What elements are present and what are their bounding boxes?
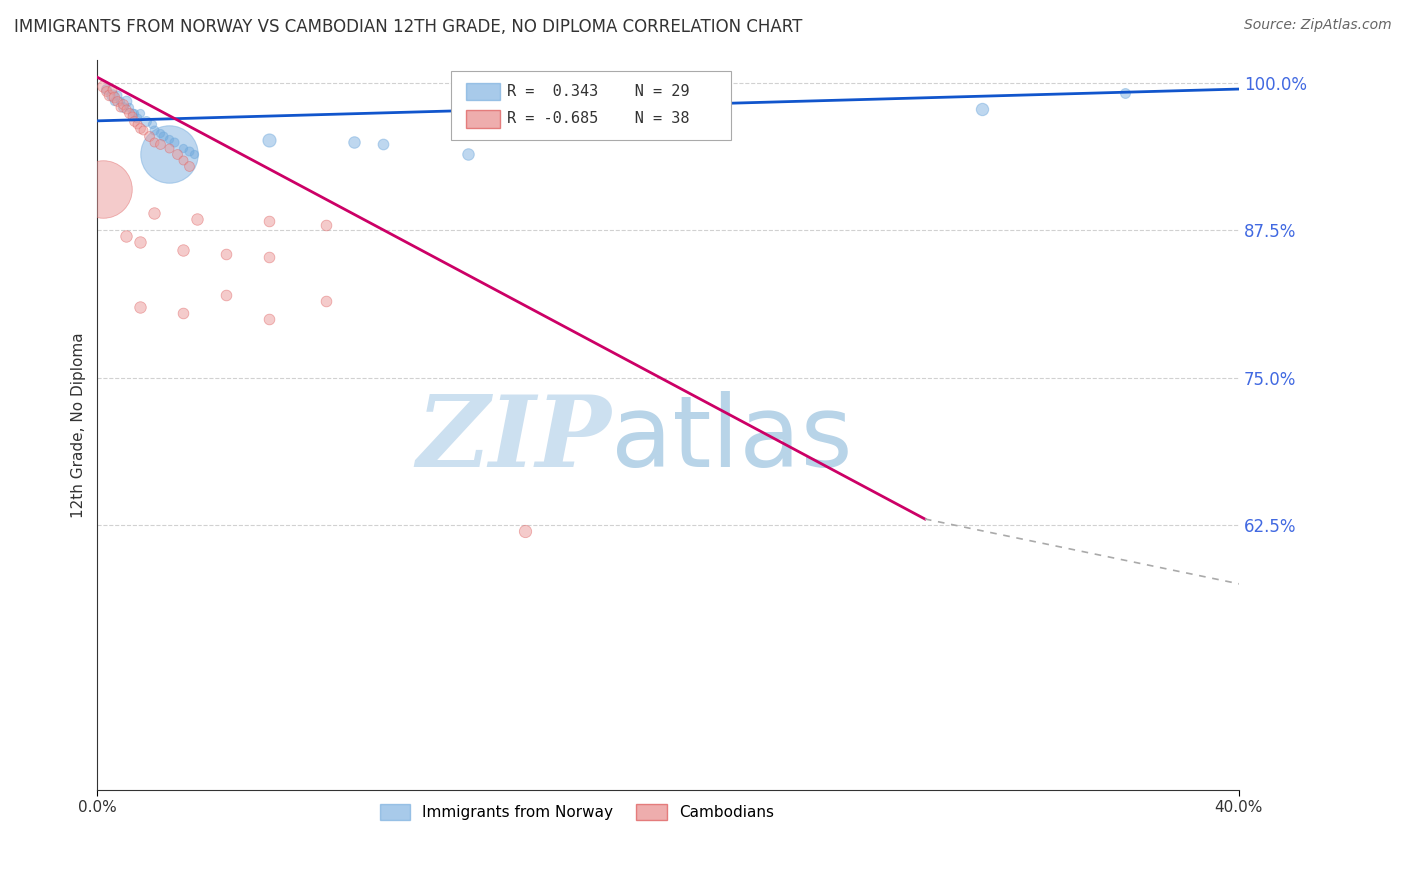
Point (315, 218, 337, 232)
Point (141, 117, 163, 131)
Point (257, 311, 280, 326)
Point (100, 87, 122, 102)
Point (172, 244, 194, 258)
Point (257, 251, 280, 265)
Point (149, 137, 172, 152)
Point (138, 129, 160, 144)
Point (135, 113, 157, 128)
Point (118, 100, 141, 114)
Text: atlas: atlas (612, 391, 852, 488)
FancyBboxPatch shape (465, 83, 501, 101)
FancyBboxPatch shape (451, 70, 731, 140)
Point (121, 105, 143, 120)
Y-axis label: 12th Grade, No Diploma: 12th Grade, No Diploma (72, 332, 86, 517)
Point (121, 109, 143, 123)
Point (97, 87, 120, 102)
Point (515, 524, 537, 538)
Point (132, 123, 155, 137)
Point (124, 113, 146, 128)
Point (91, 182, 114, 196)
Point (457, 146, 479, 161)
Text: R = -0.685    N = 38: R = -0.685 N = 38 (508, 112, 689, 127)
Point (103, 94, 125, 108)
Text: Source: ZipAtlas.com: Source: ZipAtlas.com (1244, 18, 1392, 32)
Point (157, 146, 180, 161)
Point (94, 84, 117, 98)
Point (108, 94, 131, 108)
Point (157, 131, 180, 145)
Point (152, 129, 174, 144)
Point (149, 126, 172, 140)
Point (186, 211, 208, 226)
Legend: Immigrants from Norway, Cambodians: Immigrants from Norway, Cambodians (374, 797, 780, 826)
Point (371, 137, 394, 152)
Point (108, 100, 131, 114)
Point (315, 294, 337, 309)
Point (970, 102, 993, 116)
Point (118, 105, 141, 120)
Point (143, 205, 166, 219)
Point (177, 145, 200, 159)
Point (215, 288, 238, 302)
Point (115, 102, 138, 116)
Point (105, 87, 128, 102)
Point (143, 123, 166, 137)
Point (91, 78, 114, 93)
Text: ZIP: ZIP (416, 391, 612, 488)
Point (129, 300, 152, 314)
Point (143, 135, 166, 149)
Point (172, 141, 194, 155)
Point (115, 94, 138, 108)
Point (105, 94, 128, 108)
Point (157, 141, 180, 155)
Point (163, 135, 186, 149)
Point (183, 146, 205, 161)
Point (177, 159, 200, 173)
Point (257, 133, 280, 147)
Point (166, 146, 188, 161)
Point (103, 90, 125, 104)
Point (112, 100, 135, 114)
Point (112, 97, 135, 112)
Point (115, 229, 138, 244)
Point (100, 82, 122, 96)
Point (172, 153, 194, 167)
Point (1114, 86, 1136, 100)
Text: R =  0.343    N = 29: R = 0.343 N = 29 (508, 84, 689, 99)
Point (343, 135, 366, 149)
Point (172, 306, 194, 320)
Point (127, 112, 149, 126)
Point (124, 105, 146, 120)
Point (129, 235, 152, 249)
FancyBboxPatch shape (465, 110, 501, 128)
Point (94, 82, 117, 96)
Point (129, 120, 152, 135)
Point (215, 247, 238, 261)
Point (127, 117, 149, 131)
Point (129, 105, 152, 120)
Point (257, 214, 280, 228)
Text: IMMIGRANTS FROM NORWAY VS CAMBODIAN 12TH GRADE, NO DIPLOMA CORRELATION CHART: IMMIGRANTS FROM NORWAY VS CAMBODIAN 12TH… (14, 18, 803, 36)
